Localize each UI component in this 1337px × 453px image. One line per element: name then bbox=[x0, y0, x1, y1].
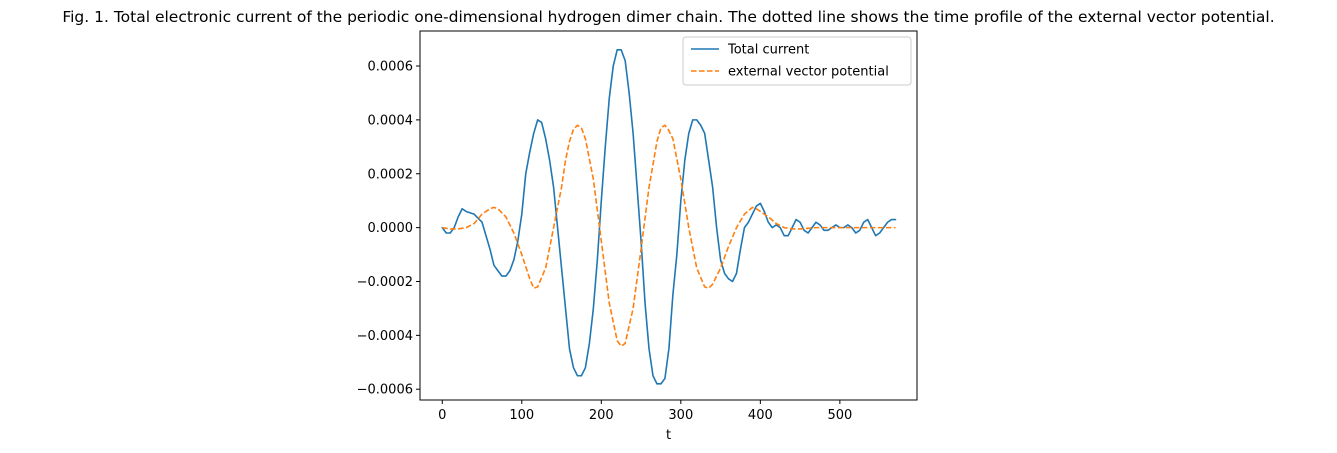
y-tick-label: 0.0002 bbox=[368, 167, 414, 182]
legend-label: Total current bbox=[727, 43, 809, 58]
legend-label: external vector potential bbox=[728, 65, 889, 80]
y-tick-label: −0.0006 bbox=[357, 383, 413, 398]
y-tick-label: 0.0000 bbox=[368, 221, 414, 236]
chart-title: Fig. 1. Total electronic current of the … bbox=[62, 8, 1274, 26]
x-tick-label: 300 bbox=[668, 408, 693, 423]
legend: Total current external vector potential bbox=[682, 36, 912, 86]
series-group bbox=[441, 49, 897, 385]
x-axis-ticks: 0 100 200 300 400 500 bbox=[438, 400, 852, 423]
series-line-2 bbox=[442, 124, 896, 347]
series-line-1 bbox=[441, 49, 897, 385]
legend-box bbox=[682, 36, 912, 86]
axes-frame bbox=[419, 30, 918, 401]
y-axis-ticks: −0.0006 −0.0004 −0.0002 0.0000 0.0002 0.0004 0… bbox=[357, 60, 420, 398]
y-tick-label: −0.0002 bbox=[357, 275, 413, 290]
x-tick-label: 400 bbox=[748, 408, 773, 423]
y-tick-label: −0.0004 bbox=[357, 329, 413, 344]
x-tick-label: 0 bbox=[438, 408, 446, 423]
x-tick-label: 500 bbox=[827, 408, 852, 423]
y-tick-label: 0.0004 bbox=[368, 113, 414, 128]
x-tick-label: 100 bbox=[509, 408, 534, 423]
x-axis-label: t bbox=[666, 428, 671, 443]
x-tick-label: 200 bbox=[589, 408, 614, 423]
y-tick-label: 0.0006 bbox=[368, 60, 414, 75]
